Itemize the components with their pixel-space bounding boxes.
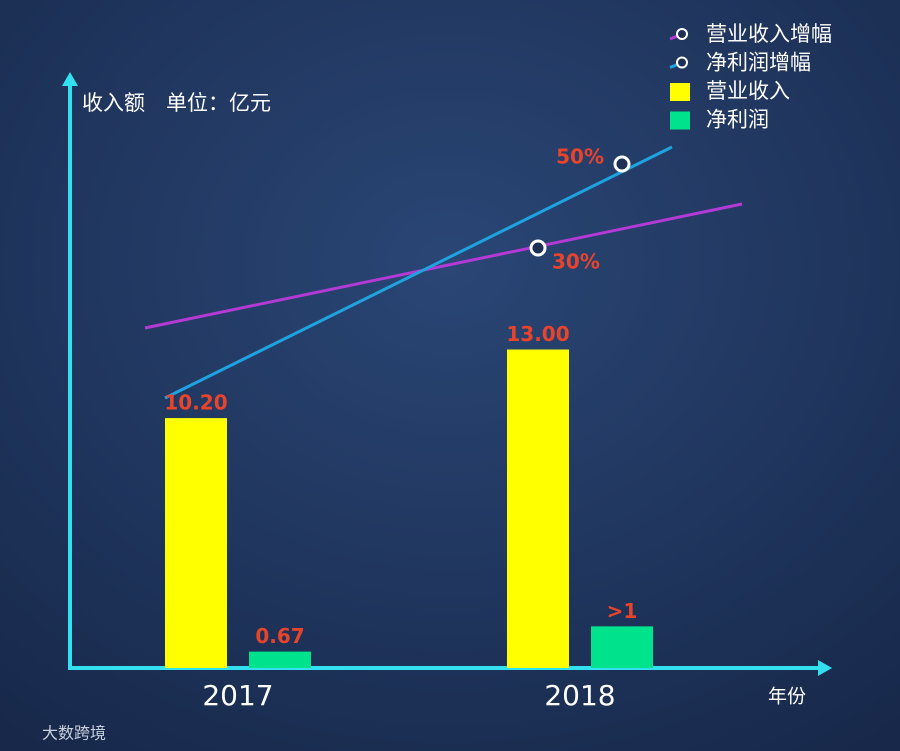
bar — [507, 349, 569, 668]
trend-line — [164, 145, 673, 400]
x-arrow — [818, 660, 832, 676]
y-axis-label: 收入额 单位：亿元 — [82, 91, 271, 115]
watermark: 大数跨境 — [42, 724, 106, 743]
bar — [591, 626, 653, 668]
line-point — [529, 239, 547, 257]
data-label: 10.20 — [164, 391, 227, 415]
legend-swatch — [670, 111, 690, 130]
legend-label: 营业收入增幅 — [706, 22, 832, 46]
trend-line — [144, 202, 743, 330]
x-tick-label: 2017 — [202, 679, 273, 712]
data-label: 30% — [552, 250, 600, 274]
line-point — [613, 155, 631, 173]
bar — [249, 651, 311, 668]
legend-label: 净利润 — [706, 108, 769, 132]
x-tick-label: 2018 — [544, 679, 615, 712]
legend-label: 净利润增幅 — [706, 51, 811, 75]
x-axis-label: 年份 — [768, 686, 806, 708]
data-label: 0.67 — [255, 624, 304, 648]
legend-swatch — [676, 56, 688, 69]
data-label: >1 — [607, 599, 638, 623]
legend-swatch — [670, 83, 690, 101]
legend-label: 营业收入 — [706, 79, 790, 103]
data-label: 13.00 — [506, 322, 569, 346]
legend-swatch — [676, 28, 688, 40]
data-label: 50% — [556, 145, 604, 169]
y-arrow — [62, 72, 78, 86]
bar — [165, 418, 227, 668]
